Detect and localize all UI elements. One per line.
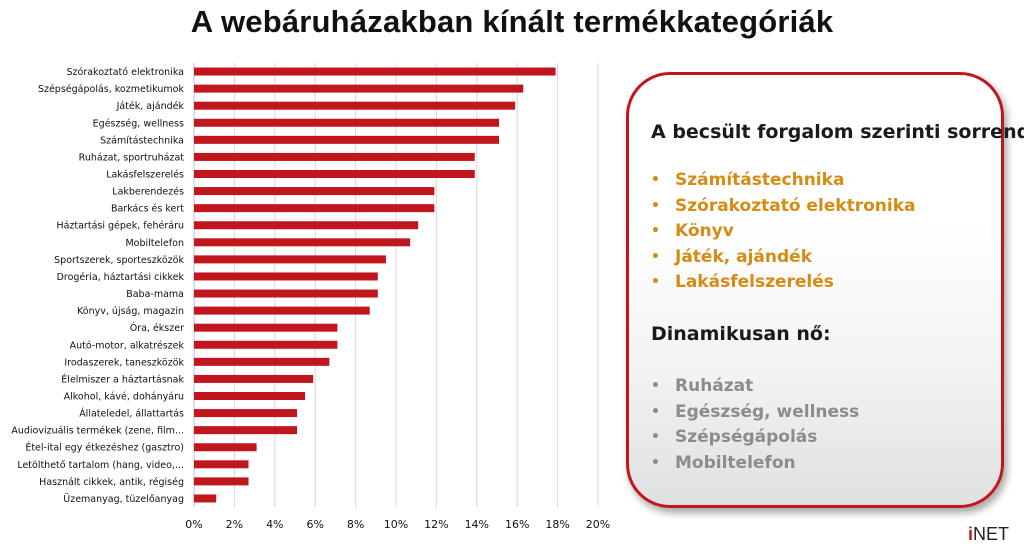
category-label: Lakberendezés (112, 187, 184, 198)
bar (194, 204, 435, 213)
bar (194, 152, 475, 161)
category-label: Sportszerek, sporteszközök (54, 255, 184, 266)
category-label: Könyv, újság, magazin (77, 306, 184, 317)
x-tick-label: 10% (384, 518, 408, 531)
x-tick-label: 20% (586, 518, 610, 531)
bar (194, 460, 249, 469)
category-label: Játék, ajándék (116, 101, 185, 112)
category-label: Szépségápolás, kozmetikumok (38, 84, 185, 95)
category-label: Üzemanyag, tüzelőanyag (63, 494, 184, 505)
category-label: Háztartási gépek, fehéráru (56, 221, 184, 232)
bar (194, 221, 419, 230)
category-label: Lakásfelszerelés (106, 170, 184, 181)
gridlines (193, 63, 599, 507)
x-tick-label: 12% (424, 518, 448, 531)
bar (194, 238, 411, 247)
category-label: Letölthető tartalom (hang, video,... (17, 460, 184, 471)
category-label: Ruházat, sportruházat (79, 152, 185, 163)
category-labels: Szórakoztató elektronika Szépségápolás, k… (11, 67, 184, 505)
ranking-item: • Könyv (649, 219, 916, 245)
bar (194, 409, 298, 418)
category-label: Használt cikkek, antik, régiség (39, 477, 184, 488)
bar (194, 255, 386, 264)
bar-chart: Szórakoztató elektronika Szépségápolás, k… (11, 63, 610, 531)
bar (194, 357, 330, 366)
category-label: Barkács és kert (111, 204, 184, 215)
bars (194, 67, 556, 503)
page-title: A webáruházakban kínált termékkategóriák (190, 4, 834, 39)
bullet-icon: • (651, 403, 660, 420)
bar (194, 443, 257, 452)
bar (194, 135, 500, 144)
bullet-icon: • (651, 274, 660, 291)
category-label: Szórakoztató elektronika (66, 67, 184, 78)
category-label: Mobiltelefon (125, 238, 184, 249)
bullet-icon: • (651, 197, 660, 214)
x-tick-label: 14% (465, 518, 489, 531)
ranking-item: • Számítástechnika (649, 168, 916, 194)
x-axis-tick-labels: 0% 2% 4% 6% 8% 10% 12% 14% 16% 18% 20% (185, 518, 610, 531)
bullet-icon: • (651, 172, 660, 188)
bar (194, 340, 338, 349)
inet-logo: iNET (968, 524, 1010, 544)
bar (194, 187, 435, 196)
bullet-icon: • (651, 429, 660, 446)
x-tick-label: 6% (306, 518, 323, 531)
x-tick-label: 8% (347, 518, 364, 531)
x-tick-label: 18% (545, 518, 569, 531)
category-label: Drogéria, háztartási cikkek (57, 272, 185, 283)
dynamic-item: • Egészség, wellness (649, 400, 859, 426)
bar (194, 84, 524, 93)
dynamic-item: • Mobiltelefon (649, 451, 859, 477)
category-label: Autó-motor, alkatrészek (70, 340, 185, 351)
bar (194, 170, 475, 178)
category-label: Alkohol, kávé, dohányáru (64, 392, 184, 403)
x-tick-label: 0% (185, 518, 202, 531)
bullet-icon: • (651, 454, 660, 471)
bullet-icon: • (651, 223, 660, 240)
bar (194, 323, 338, 332)
revenue-ranking-heading: A becsült forgalom szerinti sorrend: (651, 121, 1024, 143)
dynamic-item: • Szépségápolás (649, 425, 859, 451)
category-label: Egészség, wellness (93, 118, 184, 129)
x-tick-label: 2% (226, 518, 243, 531)
category-label: Irodaszerek, taneszközök (64, 357, 184, 368)
x-tick-label: 4% (266, 518, 283, 531)
ranking-item: • Szórakoztató elektronika (649, 194, 916, 220)
category-label: Audiovizuális termékek (zene, film... (11, 426, 184, 437)
dynamic-growth-list: • Ruházat • Egészség, wellness • Szépségápo… (649, 374, 859, 476)
category-label: Baba-mama (126, 289, 184, 300)
category-label: Állateledel, állattartás (79, 408, 184, 420)
category-label: Számítástechnika (100, 135, 184, 146)
ranking-panel: A becsült forgalom szerinti sorrend: • Sz… (626, 72, 1024, 508)
bar (194, 289, 378, 298)
x-tick-label: 16% (505, 518, 529, 531)
bar (194, 306, 370, 315)
bar (194, 118, 500, 127)
bar (194, 494, 217, 503)
bullet-icon: • (651, 378, 660, 394)
bar (194, 477, 249, 486)
bullet-icon: • (651, 248, 660, 265)
bar (194, 392, 306, 400)
bar (194, 67, 556, 76)
ranking-item: • Játék, ajándék (649, 245, 916, 271)
category-label: Étel-ital egy étkezéshez (gasztro) (25, 442, 184, 454)
bar (194, 272, 378, 281)
category-label: Óra, ékszer (130, 322, 184, 334)
dynamic-item: • Ruházat (649, 374, 859, 400)
revenue-ranking-list: • Számítástechnika • Szórakoztató elektron… (649, 168, 916, 296)
bar (194, 426, 298, 435)
dynamic-growth-heading: Dinamikusan nő: (651, 323, 831, 345)
bar (194, 101, 516, 110)
bar (194, 374, 314, 383)
category-label: Élelmiszer a háztartásnak (61, 373, 184, 385)
ranking-item: • Lakásfelszerelés (649, 270, 916, 296)
